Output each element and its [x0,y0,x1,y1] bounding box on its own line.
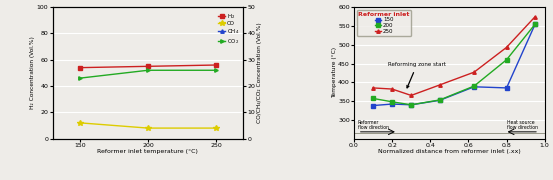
CO$_2$ [76,77,83,79]
250 [389,88,395,90]
250 [436,84,443,86]
CH$_4$ [213,3,220,6]
Line: CO$_2$: CO$_2$ [78,69,218,80]
200 [532,23,539,25]
200 [370,97,377,100]
Line: 200: 200 [371,22,537,107]
Text: Heat source
flow direction: Heat source flow direction [507,120,538,130]
Y-axis label: CO/CH₄/CO₂ Concentration (Vol.%): CO/CH₄/CO₂ Concentration (Vol.%) [257,22,262,123]
250 [370,87,377,89]
CO [76,122,83,124]
CO$_2$ [144,69,151,71]
250 [408,94,415,96]
150 [503,87,510,89]
150 [436,99,443,101]
Line: H$_2$: H$_2$ [78,63,218,69]
H$_2$ [144,65,151,68]
CO [213,127,220,129]
250 [503,46,510,48]
250 [471,71,477,73]
X-axis label: Normalized distance from reformer inlet (.xx): Normalized distance from reformer inlet … [378,149,521,154]
150 [370,104,377,107]
200 [389,101,395,103]
200 [503,59,510,61]
CO$_2$ [213,69,220,71]
200 [408,104,415,106]
Y-axis label: Temperature (°C): Temperature (°C) [332,47,337,98]
H$_2$ [76,67,83,69]
Legend: H$_2$, CO, CH$_4$, CO$_2$: H$_2$, CO, CH$_4$, CO$_2$ [217,10,241,48]
150 [408,104,415,106]
Y-axis label: H₂ Concentration (Vol.%): H₂ Concentration (Vol.%) [30,37,35,109]
150 [471,86,477,88]
Text: Reforming zone start: Reforming zone start [388,62,446,88]
150 [389,103,395,105]
X-axis label: Reformer inlet temperature (°C): Reformer inlet temperature (°C) [97,149,199,154]
Legend: 150, 200, 250: 150, 200, 250 [357,10,411,36]
Line: CO: CO [77,120,219,131]
Line: 250: 250 [371,15,537,97]
150 [532,23,539,25]
200 [471,85,477,87]
H$_2$ [213,64,220,66]
CO [144,127,151,129]
Line: CH$_4$: CH$_4$ [78,0,218,6]
Line: 150: 150 [371,22,537,107]
200 [436,99,443,101]
250 [532,15,539,18]
Text: Reformer
flow direction: Reformer flow direction [358,120,389,130]
